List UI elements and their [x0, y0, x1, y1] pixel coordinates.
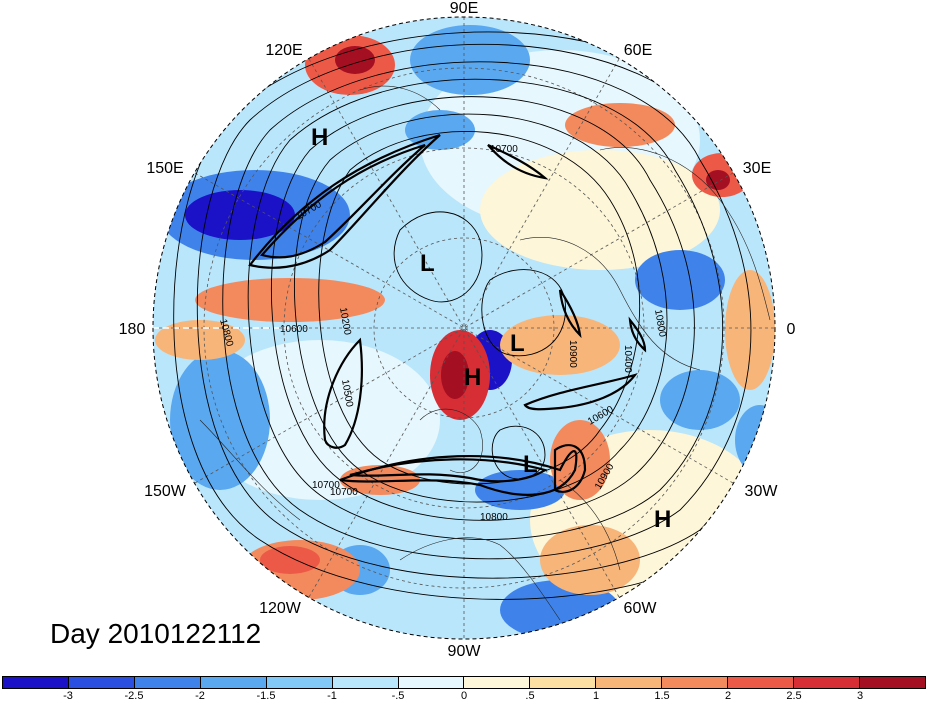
colorbar-tick-labels: -3 -2.5 -2 -1.5 -1 -.5 0 .5 1 1.5 2 2.5 3: [2, 690, 926, 702]
contour-label: 10800: [480, 512, 508, 523]
lon-label-0: 0: [787, 321, 796, 338]
lon-label-90w: 90W: [448, 643, 482, 660]
colorbar-swatch: [859, 677, 925, 688]
map-border: [152, 16, 776, 640]
lon-label-120w: 120W: [259, 600, 302, 617]
colorbar-swatch: [464, 677, 531, 688]
low-pressure-label: L: [523, 451, 538, 478]
colorbar-tick-label: 1.5: [654, 690, 670, 702]
colorbar-tick-label: 2.5: [786, 690, 802, 702]
colorbar-swatch: [728, 677, 795, 688]
colorbar-swatch: [68, 677, 135, 688]
low-pressure-label: L: [510, 330, 525, 357]
lon-label-180: 180: [119, 321, 146, 338]
colorbar-tick-label: .5: [525, 690, 535, 702]
jet-streaks: [248, 133, 647, 496]
low-pressure-label: L: [420, 250, 435, 277]
high-pressure-label: H: [311, 124, 328, 151]
colorbar-swatch: [134, 677, 201, 688]
longitude-labels: 90E 60E 120E 30E 150E 0 180 30W 150W 60W…: [119, 0, 796, 660]
lon-label-60w: 60W: [624, 600, 658, 617]
colorbar-tick-label: -1.5: [256, 690, 276, 702]
colorbar-tick-label: 0: [460, 690, 468, 702]
colorbar-swatch: [200, 677, 267, 688]
colorbar-swatch: [3, 677, 69, 688]
lon-label-150w: 150W: [144, 483, 187, 500]
colorbar-tick-label: -1: [327, 690, 337, 702]
colorbar-swatch: [332, 677, 399, 688]
colorbar-tick-label: -3: [63, 690, 73, 702]
day-label: Day 2010122112: [50, 618, 262, 649]
coastlines: [199, 85, 771, 621]
lon-label-60e: 60E: [624, 42, 652, 59]
contour-label: 10400: [622, 345, 633, 373]
colorbar: [2, 676, 926, 689]
colorbar-swatch: [530, 677, 597, 688]
lon-label-120e: 120E: [265, 42, 302, 59]
high-pressure-label: H: [464, 364, 481, 391]
contour-label: 10800: [652, 309, 668, 339]
contour-label: 10700: [490, 144, 518, 155]
lon-label-90e: 90E: [450, 0, 478, 17]
contour-label: 10600: [280, 324, 308, 335]
colorbar-swatch: [794, 677, 860, 688]
contour-label: 10700: [330, 487, 358, 498]
contour-label: 10700: [312, 480, 340, 491]
colorbar-tick-label: 1: [592, 690, 600, 702]
lon-label-150e: 150E: [146, 160, 183, 177]
contour-label: 10200: [337, 307, 353, 337]
lon-label-30e: 30E: [743, 160, 771, 177]
pressure-centers: H L L H L H: [311, 124, 671, 533]
contour-label: 10900: [567, 340, 578, 368]
colorbar-swatch: [398, 677, 465, 688]
colorbar-tick-label: -2.5: [124, 690, 144, 702]
colorbar-swatch: [662, 677, 729, 688]
colorbar-tick-label: -.5: [391, 690, 405, 702]
colorbar-tick-label: 2: [724, 690, 732, 702]
contour-label: 10500: [339, 379, 355, 409]
anomaly-field: [153, 17, 775, 639]
lon-label-30w: 30W: [745, 483, 779, 500]
colorbar-swatch: [596, 677, 663, 688]
colorbar-tick-label: -2: [195, 690, 205, 702]
colorbar-swatch: [266, 677, 333, 688]
colorbar-tick-label: 3: [856, 690, 864, 702]
high-pressure-label: H: [654, 506, 671, 533]
